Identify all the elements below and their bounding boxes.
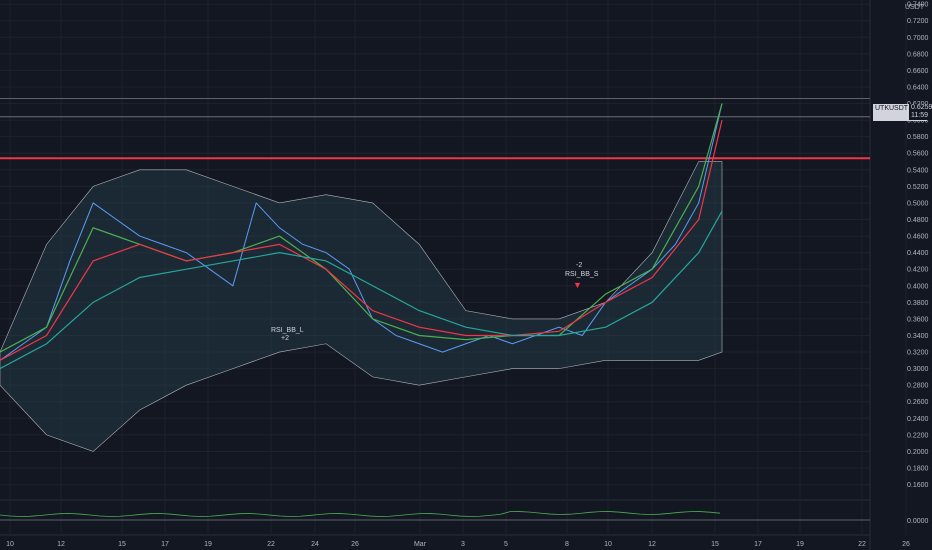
series-line — [0, 210, 723, 370]
x-axis: 10 12 15 17 19 22 24 26 Mar 3 5 8 10 12 15 17 19 22 26 — [6, 541, 910, 548]
y-tick-label: 0.2000 — [907, 449, 929, 456]
oscillator-tick-label: 0.0000 — [907, 518, 929, 525]
x-tick-label: 12 — [57, 541, 65, 548]
signal-long-value: +2 — [281, 335, 289, 342]
series-line — [0, 103, 723, 353]
y-tick-label: 0.2200 — [907, 432, 929, 439]
y-tick-label: 0.5800 — [907, 134, 929, 141]
x-tick-label: 5 — [504, 541, 508, 548]
y-tick-label: 0.3000 — [907, 366, 929, 373]
y-tick-label: 0.4600 — [907, 234, 929, 241]
y-tick-label: 0.4400 — [907, 250, 929, 257]
y-tick-label: 0.3400 — [907, 333, 929, 340]
y-tick-label: 0.5000 — [907, 200, 929, 207]
y-tick-label: 0.2600 — [907, 399, 929, 406]
x-tick-label: 22 — [267, 541, 275, 548]
x-tick-label: Mar — [414, 541, 427, 548]
x-tick-label: 26 — [902, 541, 910, 548]
y-tick-label: 0.5400 — [907, 167, 929, 174]
x-tick-label: 26 — [351, 541, 359, 548]
x-tick-label: 19 — [204, 541, 212, 548]
y-tick-label: 0.2400 — [907, 416, 929, 423]
series-lines — [0, 103, 723, 370]
x-tick-label: 15 — [118, 541, 126, 548]
oscillator-line — [0, 511, 721, 517]
x-tick-label: 3 — [461, 541, 465, 548]
series-line — [0, 119, 723, 361]
y-tick-label: 0.5200 — [907, 184, 929, 191]
y-tick-label: 0.3800 — [907, 300, 929, 307]
signal-short-label: RSI_BB_S — [565, 271, 599, 278]
signal-short-arrow-icon: ▼ — [573, 280, 582, 290]
symbol-label: UTKUSDT — [875, 105, 909, 112]
y-axis: 0.7400 0.7200 0.7000 0.6800 0.6600 0.6400 0.62… — [907, 2, 929, 489]
y-tick-label: 0.4800 — [907, 217, 929, 224]
y-tick-label: 0.3600 — [907, 316, 929, 323]
x-tick-label: 24 — [311, 541, 319, 548]
signal-long-label: RSI_BB_L — [271, 327, 304, 334]
y-tick-label: 0.6800 — [907, 51, 929, 58]
x-tick-label: 10 — [604, 541, 612, 548]
last-price-tag: UTKUSDT 0.6259 11:59 — [873, 104, 932, 121]
oscillator-pane: 0.0000 — [0, 511, 929, 525]
x-tick-label: 10 — [6, 541, 14, 548]
y-tick-label: 0.5600 — [907, 151, 929, 158]
signal-short-value: -2 — [576, 262, 583, 269]
horizontal-levels — [0, 98, 870, 160]
y-tick-label: 0.2800 — [907, 383, 929, 390]
x-tick-label: 19 — [796, 541, 804, 548]
x-tick-label: 12 — [648, 541, 656, 548]
bar-countdown: 11:59 — [909, 112, 930, 120]
y-tick-label: 0.7200 — [907, 18, 929, 25]
y-tick-label: 0.6400 — [907, 84, 929, 91]
y-tick-label: 0.7400 — [907, 2, 929, 9]
currency-label: USDT — [905, 4, 925, 11]
y-tick-label: 0.6600 — [907, 68, 929, 75]
x-tick-label: 8 — [565, 541, 569, 548]
series-line — [0, 103, 723, 361]
x-tick-label: 15 — [711, 541, 719, 548]
y-tick-label: 0.6000 — [907, 118, 929, 125]
x-tick-label: 17 — [161, 541, 169, 548]
y-tick-label: 0.4200 — [907, 267, 929, 274]
y-tick-label: 0.1800 — [907, 466, 929, 473]
y-tick-label: 0.7000 — [907, 35, 929, 42]
last-price: 0.6259 — [909, 104, 932, 112]
x-tick-label: 17 — [754, 541, 762, 548]
grid — [0, 0, 907, 550]
y-tick-label: 0.4000 — [907, 283, 929, 290]
y-tick-label: 0.1600 — [907, 482, 929, 489]
x-tick-label: 22 — [858, 541, 866, 548]
y-tick-label: 0.3200 — [907, 350, 929, 357]
